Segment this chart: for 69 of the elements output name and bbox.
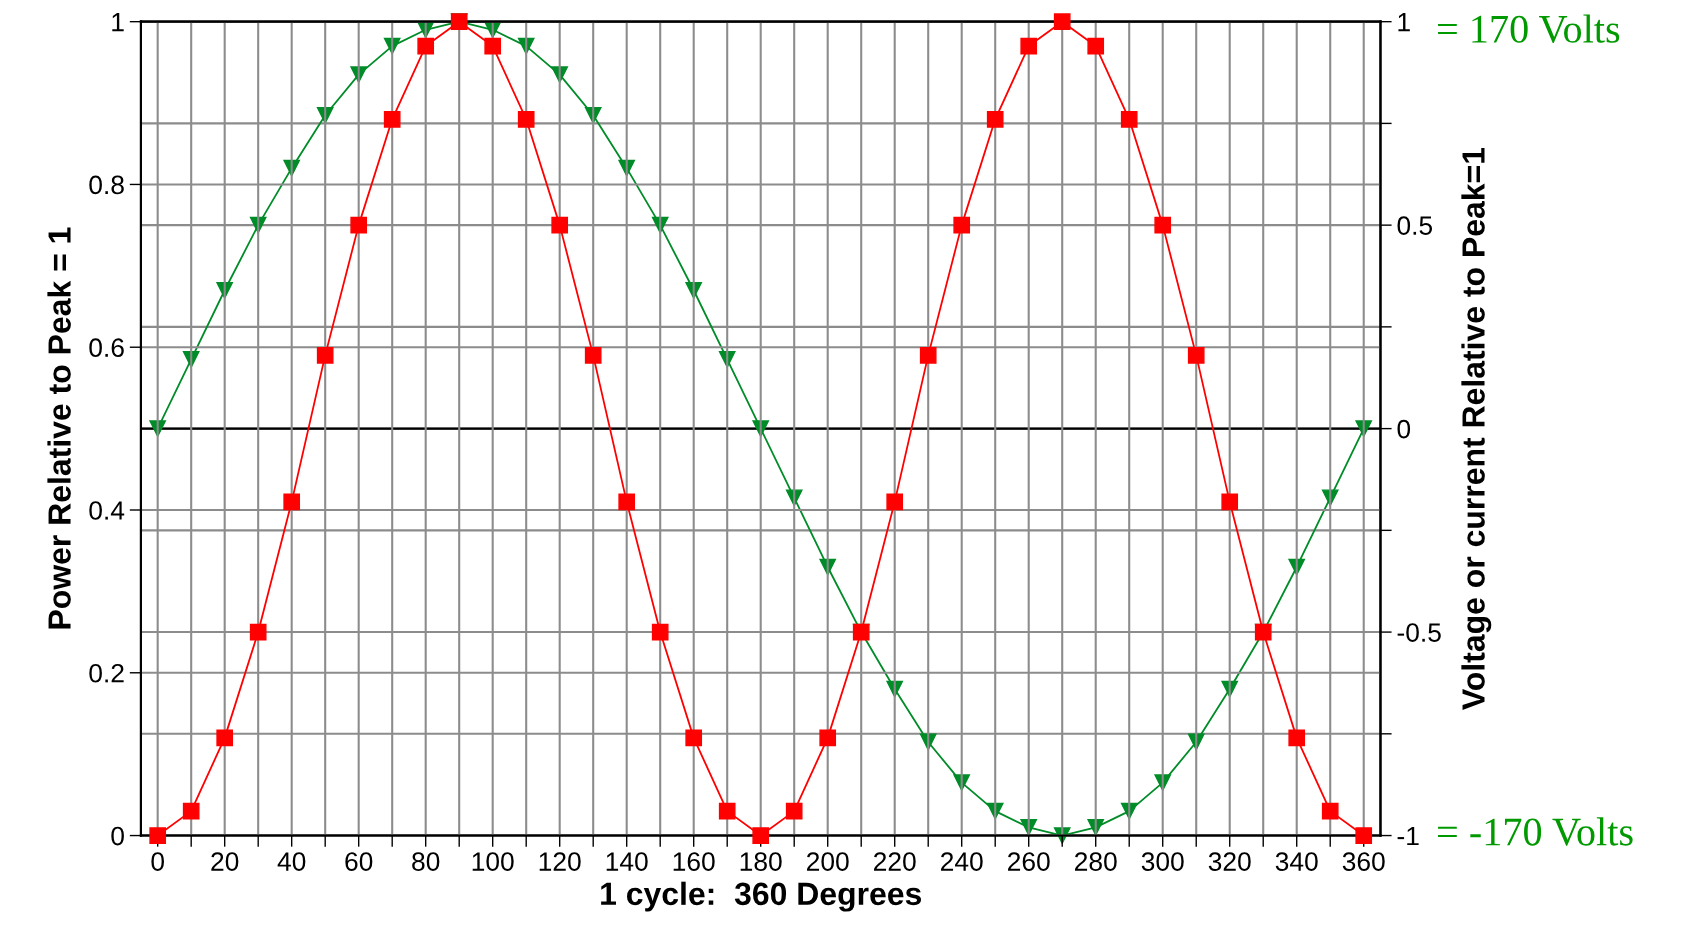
x-tick-label: 240 (941, 852, 983, 871)
x-tick-label: 180 (740, 852, 782, 871)
y2-tick-label: -0.5 (1397, 623, 1441, 642)
point (1288, 729, 1306, 747)
point (886, 493, 904, 511)
point (1221, 493, 1239, 511)
x-tick-label: 40 (277, 852, 306, 871)
point (1053, 13, 1071, 30)
point (149, 827, 167, 844)
point (1187, 347, 1205, 364)
y2-tick-label: 0.5 (1397, 216, 1433, 235)
point (216, 729, 234, 747)
x-tick-label: 340 (1275, 852, 1318, 871)
y-tick-label: 0 (111, 826, 124, 846)
y2-axis-title: Voltage or current Relative to Peak=1 (1461, 147, 1492, 710)
y2-tick-label: 1 (1398, 13, 1410, 32)
point (551, 216, 569, 234)
point (517, 110, 535, 128)
x-tick-label: 320 (1208, 852, 1251, 871)
y2-tick-label: -1 (1397, 826, 1419, 846)
point (350, 216, 368, 234)
point (584, 347, 602, 364)
y-tick-label: 0.2 (89, 663, 124, 683)
y2-tick-label: 0 (1397, 419, 1411, 439)
text: = -170 Volts (1438, 817, 1633, 846)
x-tick-label: 260 (1008, 852, 1050, 871)
x-tick-label: 220 (874, 852, 916, 871)
point (1087, 37, 1105, 55)
point (1154, 216, 1172, 234)
point (1020, 37, 1038, 55)
x-tick-label: 60 (345, 852, 373, 871)
x-tick-label: 160 (673, 852, 715, 871)
point (1321, 802, 1339, 820)
x-tick-label: 200 (807, 852, 849, 871)
point (283, 493, 301, 511)
x-tick-label: 20 (211, 852, 239, 871)
x-tick-label: 80 (412, 852, 440, 871)
x-axis-title: 1 cycle: 360 Degrees (601, 881, 922, 912)
x-tick-label: 120 (539, 852, 581, 871)
point (484, 37, 502, 55)
point (718, 802, 736, 820)
point (685, 729, 703, 747)
point (249, 623, 267, 641)
y-tick-label: 0.6 (89, 338, 124, 358)
point (986, 110, 1004, 128)
x-tick-label: 280 (1075, 852, 1117, 871)
point (316, 347, 334, 364)
x-tick-label: 0 (151, 852, 164, 871)
x-tick-label: 140 (606, 852, 648, 871)
point (182, 802, 200, 820)
y-tick-label: 1 (112, 13, 124, 32)
point (618, 493, 636, 511)
point (752, 827, 770, 844)
point (1120, 110, 1138, 128)
y-tick-label: 0.4 (89, 501, 125, 520)
point (651, 623, 669, 641)
point (953, 216, 971, 234)
text: = 170 Volts (1438, 14, 1620, 44)
point (785, 802, 803, 820)
point (383, 110, 401, 128)
x-tick-label: 360 (1342, 852, 1385, 871)
point (1355, 827, 1373, 844)
point (819, 729, 837, 747)
point (919, 347, 937, 364)
y-axis-title: Power Relative to Peak = 1 (47, 227, 71, 629)
x-tick-label: 300 (1141, 852, 1184, 871)
point (417, 37, 435, 55)
y-tick-label: 0.8 (89, 175, 124, 195)
x-tick-label: 100 (472, 852, 514, 871)
